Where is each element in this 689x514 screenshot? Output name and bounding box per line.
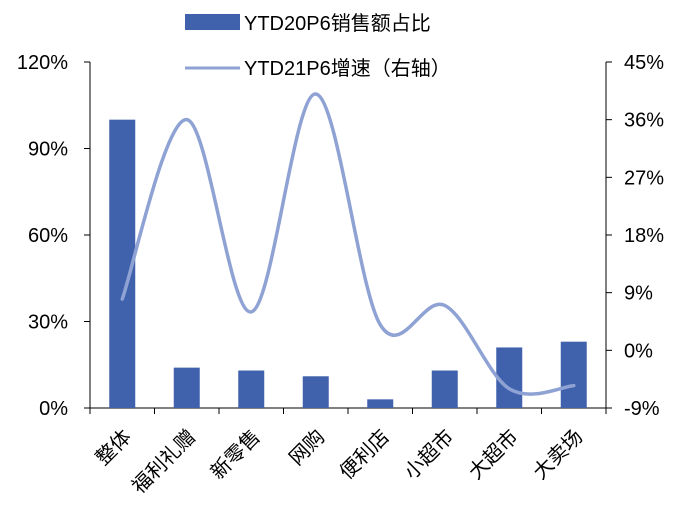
legend-bar-label: YTD20P6销售额占比 [244,12,431,35]
category-label: 网购 [285,425,330,470]
legend-item-bar: YTD20P6销售额占比 [185,12,431,35]
bar [238,370,265,408]
line-series [120,92,576,396]
category-label: 福利礼赠 [127,425,200,498]
category-label: 整体 [91,425,136,470]
bar [560,341,587,408]
line-path [120,92,576,396]
bar [302,376,329,408]
left-axis-tick-label: 90% [28,139,68,161]
bar [431,370,458,408]
bar [367,399,394,408]
right-axis-tick-label: 27% [624,167,664,189]
axes: 0% 30% 60% 90% 120% -9% 0% 9% 18% 27% 36% 45% [17,52,664,420]
legend-item-line: YTD21P6增速（右轴） [185,57,451,80]
right-axis-tick-label: 9% [624,283,653,305]
left-axis-tick-label: 0% [39,398,68,420]
left-axis-tick-label: 30% [28,312,68,334]
bar-series [109,119,587,409]
legend: YTD20P6销售额占比 YTD21P6增速（右轴） [185,12,451,80]
category-label: 新零售 [206,425,265,484]
category-label: 小超市 [400,425,459,484]
legend-line-label: YTD21P6增速（右轴） [244,57,451,80]
bar [173,367,200,408]
category-label: 大超市 [464,425,523,484]
category-label: 大卖场 [529,425,588,484]
right-axis-tick-label: -9% [624,398,660,420]
legend-bar-swatch [185,14,240,30]
left-axis-tick-label: 60% [28,225,68,247]
right-axis-tick-label: 36% [624,110,664,132]
right-axis-tick-label: 18% [624,225,664,247]
category-label: 便利店 [335,425,394,484]
right-axis-tick-label: 0% [624,340,653,362]
bar [496,347,523,408]
left-axis-tick-label: 120% [17,52,68,74]
right-axis-tick-label: 45% [624,52,664,74]
